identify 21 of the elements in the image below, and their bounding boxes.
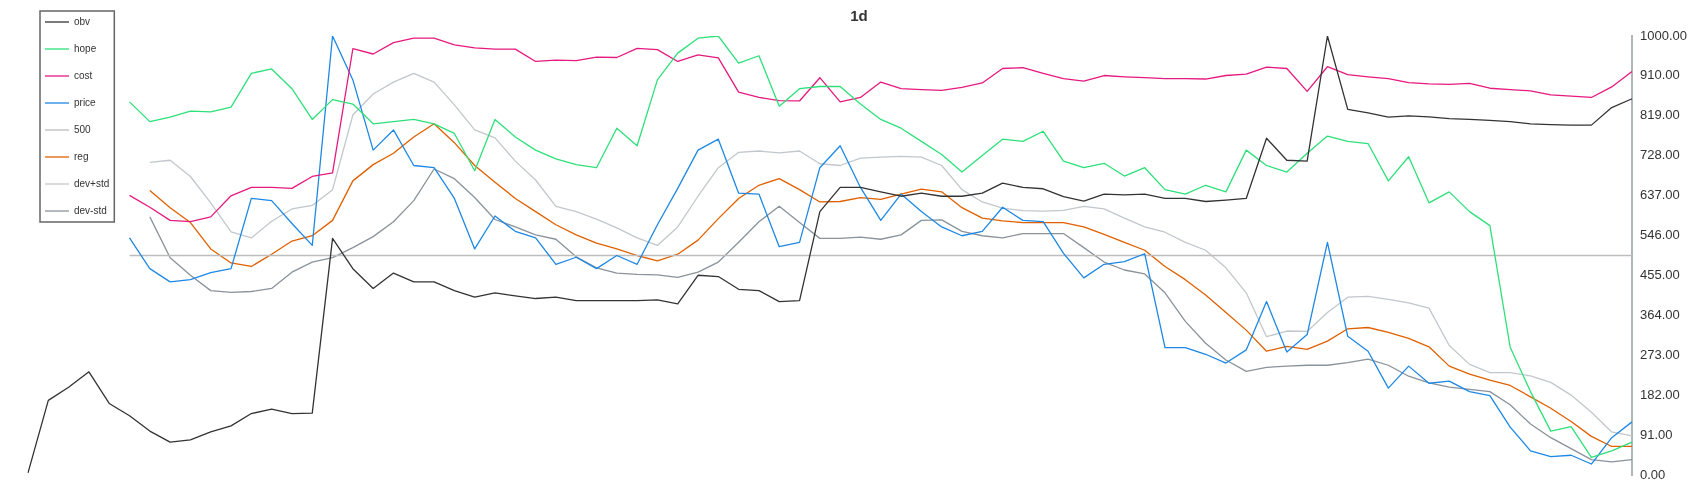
y-tick-label: 728.00	[1640, 146, 1680, 162]
legend-label: obv	[74, 15, 91, 27]
y-tick-label: 91.00	[1640, 426, 1673, 442]
y-tick-label: 910.00	[1640, 67, 1680, 83]
y-tick-label: 455.00	[1640, 266, 1680, 282]
legend-label: 500	[74, 123, 92, 135]
legend-label: reg	[74, 150, 89, 162]
legend-label: dev-std	[74, 204, 107, 216]
y-tick-label: 1000.00	[1640, 27, 1688, 43]
chart-title: 1d	[850, 7, 868, 25]
y-tick-label: 546.00	[1640, 226, 1680, 242]
y-tick-label: 273.00	[1640, 346, 1680, 362]
y-tick-label: 819.00	[1640, 107, 1680, 123]
legend-label: cost	[74, 69, 93, 81]
y-tick-label: 364.00	[1640, 306, 1680, 322]
legend-label: price	[74, 96, 97, 108]
y-tick-label: 637.00	[1640, 186, 1680, 202]
legend-label: hope	[74, 42, 97, 54]
y-tick-label: 0.00	[1640, 466, 1666, 482]
y-tick-label: 182.00	[1640, 386, 1680, 402]
legend-label: dev+std	[74, 177, 110, 189]
